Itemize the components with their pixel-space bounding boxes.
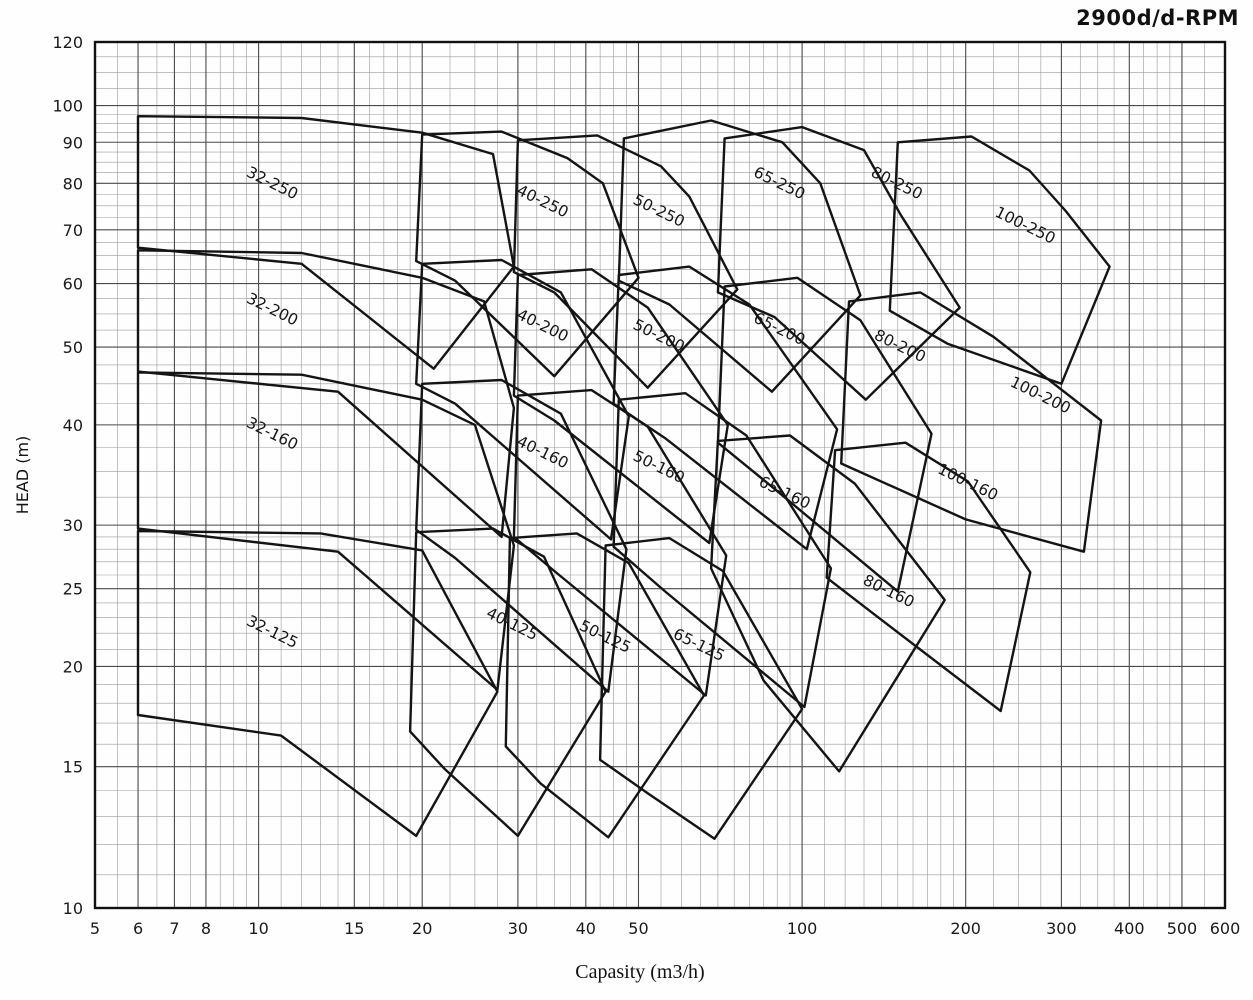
pump-envelope-65-250 [617,119,862,393]
plot-border [93,40,1227,910]
y-tick-label: 50 [63,338,83,357]
pump-envelope-100-200 [840,291,1103,553]
pump-envelope-80-250 [716,125,961,401]
x-tick-label: 500 [1167,919,1198,938]
envelope-label-32-250: 32-250 [244,163,301,203]
y-tick-label: 60 [63,275,83,294]
envelope-label-100-250: 100-250 [992,203,1058,248]
x-tick-label: 50 [628,919,648,938]
envelope-label-32-160: 32-160 [244,414,301,454]
y-tick-label: 40 [63,416,83,435]
envelope-label-80-160: 80-160 [860,571,917,611]
y-tick-label: 70 [63,221,83,240]
x-tick-label: 15 [344,919,364,938]
envelope-label-65-200: 65-200 [751,309,808,349]
x-tick-label: 30 [508,919,528,938]
x-tick-label: 7 [169,919,179,938]
x-tick-label: 600 [1210,919,1241,938]
y-tick-label: 25 [63,580,83,599]
envelope-label-40-125: 40-125 [483,604,540,644]
y-tick-label: 15 [63,758,83,777]
pump-envelope-50-125 [504,532,706,839]
pump-envelope-100-250 [888,135,1111,385]
pump-envelope-65-160 [612,392,833,709]
pump-envelope-65-125 [598,536,804,840]
x-tick-label: 300 [1046,919,1077,938]
envelope-label-65-250: 65-250 [751,163,808,203]
y-tick-label: 80 [63,174,83,193]
pump-envelope-80-200 [716,276,933,593]
y-tick-label: 120 [52,33,83,52]
envelope-label-40-250: 40-250 [514,181,571,221]
y-axis-title: HEAD (m) [13,436,32,515]
x-tick-label: 6 [133,919,143,938]
pump-envelope-32-200 [136,249,516,539]
envelope-label-50-125: 50-125 [576,617,633,657]
pump-envelope-50-200 [512,268,729,545]
pump-envelope-40-125 [408,527,607,838]
pump-envelope-40-250 [415,130,640,378]
envelope-label-100-160: 100-160 [935,460,1001,505]
y-tick-label: 10 [63,899,83,918]
pump-envelope-100-160 [825,441,1032,713]
envelope-label-40-200: 40-200 [514,305,571,345]
x-tick-label: 40 [576,919,596,938]
y-tick-label: 90 [63,133,83,152]
envelope-label-40-160: 40-160 [514,432,571,472]
x-tick-label: 100 [787,919,818,938]
x-tick-label: 5 [90,919,100,938]
envelope-label-32-200: 32-200 [244,289,301,329]
y-tick-label: 100 [52,97,83,116]
pump-envelope-32-160 [136,371,516,692]
pump-envelope-40-160 [415,378,628,693]
y-tick-label: 30 [63,516,83,535]
y-tick-label: 20 [63,657,83,676]
x-axis-title: Capasity (m3/h) [575,961,704,983]
x-tick-label: 400 [1114,919,1145,938]
chart-title: 2900d/d-RPM [1076,6,1239,30]
pump-envelope-50-250 [512,134,739,389]
x-tick-label: 20 [412,919,432,938]
x-tick-label: 200 [950,919,981,938]
envelope-label-65-125: 65-125 [670,625,727,665]
envelope-label-80-200: 80-200 [871,326,928,366]
pump-envelope-80-160 [709,434,946,773]
envelope-label-65-160: 65-160 [756,473,813,513]
pump-envelope-32-125 [136,529,499,838]
x-tick-label: 8 [201,919,211,938]
x-tick-label: 10 [248,919,268,938]
